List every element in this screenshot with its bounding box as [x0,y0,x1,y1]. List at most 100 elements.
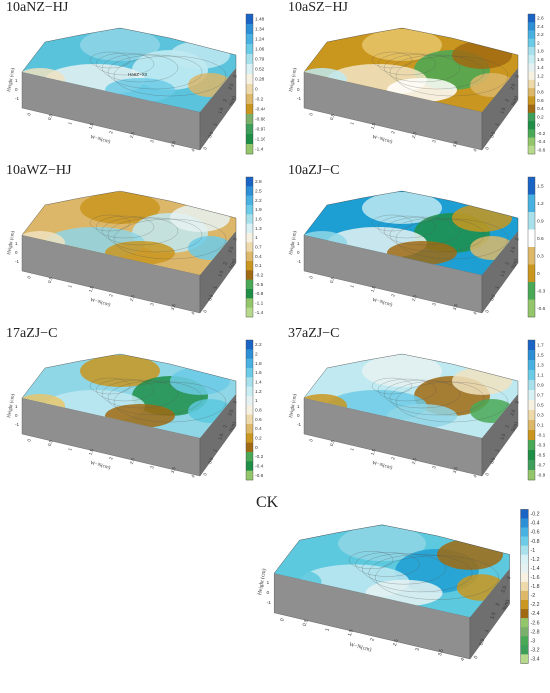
colorbar-segment [246,340,253,350]
panel-title: 17aZJ−C [6,326,58,341]
contour-line [107,217,203,253]
we-tick-label: 1.5 [88,285,95,293]
contour-line [377,378,437,402]
we-tick-label: 2 [108,130,114,135]
surface-region [452,204,512,232]
colorbar-segment [528,420,535,431]
colorbar-tick-label: -1.8 [531,584,540,590]
we-tick-label: 0.5 [329,113,336,121]
colorbar-tick-label: -0.2 [255,97,264,103]
surface-region [452,367,512,395]
sn-tick-label: 0 [473,655,480,660]
contour-line [383,379,461,409]
colorbar-tick-label: 0.1 [537,423,544,429]
panel-17azj-c: 17aZJ−C Height (cm) W−N(cm) S(m) -1 0 1 0 0.5 1 1… [0,326,265,486]
we-tick-label: 3 [149,302,155,307]
colorbar-tick-label: -2.8 [531,629,540,635]
sn-tick-label: 2.5 [509,82,516,90]
height-tick-label: 0 [267,590,270,596]
colorbar-tick-label: 2.2 [255,198,262,204]
colorbar-tick-label: 0.28 [255,77,265,83]
surface-edge [274,524,510,574]
colorbar-tick-label: 1 [537,82,540,88]
surface-group: Height (cm) W−N(cm) S(m) -1 0 1 0 0.5 1 1.5 2 2.5 3 3… [256,509,540,664]
colorbar-tick-label: 0 [537,123,540,129]
contour-line [89,51,131,69]
contour-line [89,214,131,232]
surface-region [170,41,230,69]
we-tick-label: 1 [349,284,355,289]
we-axis-label: W−N(cm) [90,461,112,471]
height-tick-label: 1 [15,78,18,83]
colorbar-tick-label: -0.6 [255,473,264,479]
colorbar-segment [246,461,253,471]
contour-line [371,51,413,69]
colorbar-segment [528,38,535,48]
sn-tick-label: 0.5 [207,293,214,301]
colorbar-segment [520,609,529,619]
colorbar-segment [520,581,529,592]
colorbar-segment [246,470,253,481]
we-tick-label: 4 [190,474,196,479]
colorbar-tick-label: 0.6 [537,98,544,104]
colorbar-segment [246,94,253,105]
colorbar-tick-label: -1.4 [531,566,540,572]
colorbar-tick-label: -0.5 [537,453,546,459]
colorbar-segment [246,414,253,425]
colorbar-tick-label: 0.1 [255,263,262,269]
colorbar-tick-label: -0.8 [531,539,540,545]
surface-group: Height (cm) W−N(cm) S(m) -1 0 1 0 0.5 1 1.5 2 2.5 3 3… [7,339,264,481]
colorbar-tick-label: 1.7 [537,343,544,349]
colorbar-segment [520,618,529,628]
surface-group: Height (cm) W−N(cm) S(m) -1 0 1 0 0.5 1 1.5 2 2.5 3 3… [289,13,546,155]
colorbar-tick-label: 1.2 [255,389,262,395]
we-tick-label: 2.5 [129,294,136,302]
we-tick-label: 0 [308,275,314,280]
colorbar-segment [246,64,253,75]
we-tick-label: 2.5 [129,131,136,139]
colorbar-tick-label: 0 [255,445,258,451]
sn-axis-label: S(m) [229,421,237,432]
panel-ck: CK Height (cm) W−N(cm) S(m) -1 0 1 0 0.5 1 1.5 2 2.… [250,494,550,693]
panel-title: 10aNZ−HJ [6,0,69,15]
colorbar-segment [528,145,535,155]
colorbar-tick-label: 0.4 [255,254,262,260]
colorbar-segment [520,599,529,610]
colorbar-tick-label: 2.6 [537,16,544,22]
colorbar-tick-label: 2.2 [537,32,544,38]
height-tick-label: 1 [15,404,18,409]
colorbar-tick-label: 1.4 [255,380,262,386]
colorbar-segment [528,194,535,213]
we-tick-label: 2.5 [411,131,418,139]
colorbar-tick-label: 0.79 [255,57,265,63]
sn-tick-label: 2 [222,424,228,429]
colorbar-segment [528,22,535,31]
colorbar-tick-label: -0.6 [537,147,546,153]
we-axis-label: W−N(cm) [349,641,373,653]
we-tick-label: 1 [349,121,355,126]
contour-line [95,215,155,239]
colorbar-frame [520,509,529,664]
we-tick-label: 3.5 [437,648,445,657]
colorbar-tick-label: 2.5 [255,189,262,195]
surface-edge [303,190,519,236]
colorbar-segment [528,370,535,381]
colorbar-frame [527,176,536,318]
colorbar-tick-label: 0 [255,87,258,93]
colorbar-segment [246,233,253,243]
colorbar-segment [246,134,253,145]
sn-tick-label: 0.5 [489,456,496,464]
height-tick-label: -1 [267,600,272,606]
sn-tick-label: 1.5 [217,106,224,114]
we-tick-label: 2.5 [129,457,136,465]
sn-axis-label: S(m) [501,598,511,611]
surface-plot: Height (cm) W−N(cm) S(m) -1 0 1 0 0.5 1 1.5 2 2.5 3 3… [289,339,546,481]
we-tick-label: 4 [472,311,478,316]
colorbar-tick-label: 1.2 [537,201,544,207]
colorbar-tick-label: 2.4 [537,24,544,30]
height-tick-label: 0 [15,87,18,92]
colorbar-segment [528,63,535,72]
colorbar-tick-label: 1 [255,398,258,404]
colorbar-tick-label: 0.3 [537,253,544,259]
colorbar-segment [246,386,253,397]
